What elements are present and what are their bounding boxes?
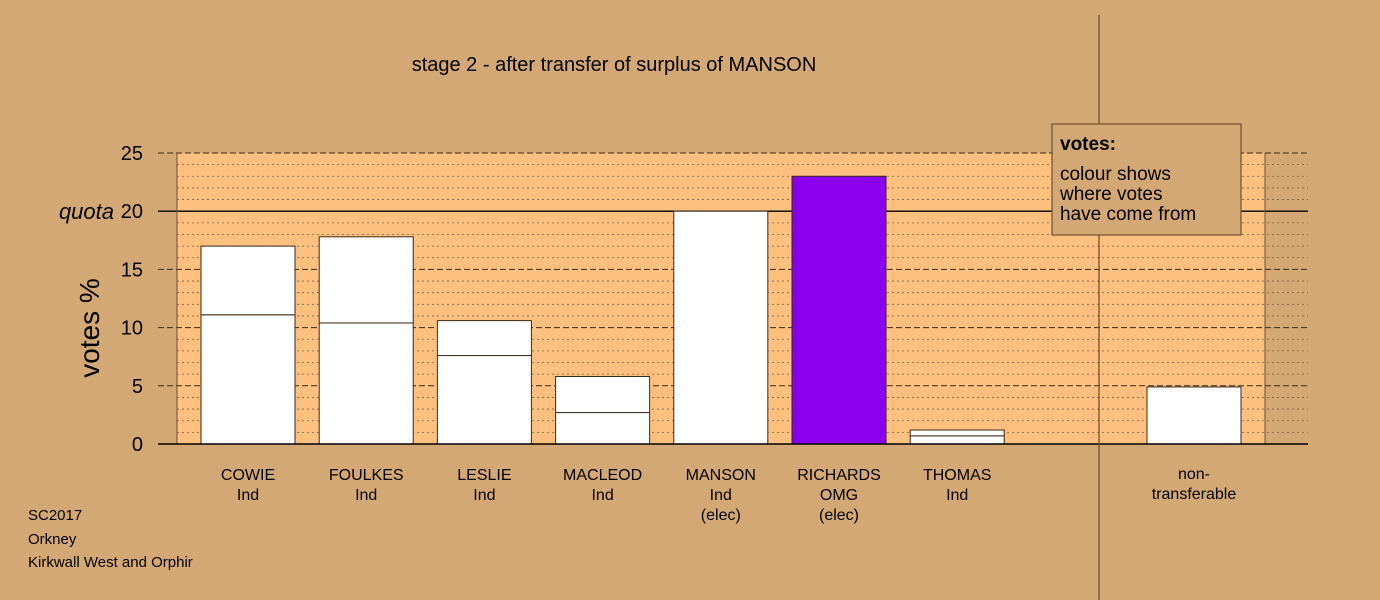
y-tick-label: 25 <box>121 143 143 165</box>
axes-group: 0 5 10 15 20 25 <box>121 143 1308 456</box>
bar-segment-transfer <box>436 320 532 357</box>
bar-segment-first <box>436 355 532 445</box>
candidate-party: Ind <box>237 487 259 504</box>
candidate-party: Ind <box>591 487 613 504</box>
candidate-name: MACLEOD <box>563 467 642 484</box>
bar-segment-transfer <box>200 245 296 316</box>
candidate-name: COWIE <box>221 467 275 484</box>
candidate-name: THOMAS <box>923 467 991 484</box>
footer-ward: Kirkwall West and Orphir <box>28 554 193 571</box>
candidate-party: Ind <box>355 487 377 504</box>
legend-title: votes: <box>1060 134 1116 155</box>
legend-box <box>1051 123 1242 236</box>
non-transferable-bar <box>1146 386 1242 445</box>
bar-segment-first <box>791 175 887 445</box>
category-labels: COWIE Ind FOULKES Ind LESLIE Ind MACLEOD Ind MAN… <box>221 467 992 524</box>
candidate-name: RICHARDS <box>797 467 881 484</box>
candidate-name: MANSON <box>686 467 756 484</box>
legend-line-1: colour shows <box>1060 164 1171 185</box>
bar-segment-first <box>909 435 1005 445</box>
candidate-name: FOULKES <box>329 467 404 484</box>
candidate-party: Ind <box>710 487 732 504</box>
footer-election: SC2017 <box>28 507 82 524</box>
y-tick-label: 10 <box>121 318 143 340</box>
legend-line-3: have come from <box>1060 204 1196 225</box>
candidate-party: Ind <box>473 487 495 504</box>
legend-line-2: where votes <box>1059 184 1162 205</box>
chart-title: stage 2 - after transfer of surplus of M… <box>412 54 817 76</box>
non-transferable-label-1: non- <box>1178 466 1210 483</box>
bar-segment-transfer <box>555 375 651 414</box>
bar-segment-first <box>555 412 651 445</box>
bar-segment-transfer <box>318 236 414 324</box>
candidate-name: LESLIE <box>457 467 511 484</box>
y-tick-label: 5 <box>132 376 143 398</box>
bar-segment-transfer <box>909 429 1005 437</box>
candidate-party: OMG <box>820 487 858 504</box>
legend: votes: colour shows where votes have com… <box>1051 123 1242 236</box>
non-transferable-label-2: transferable <box>1152 486 1237 503</box>
bar-segment-first <box>318 322 414 445</box>
y-tick-label: 20 <box>121 201 143 223</box>
candidate-status: (elec) <box>701 507 741 524</box>
footer-council: Orkney <box>28 531 77 548</box>
candidate-party: Ind <box>946 487 968 504</box>
bars-group <box>200 175 1242 445</box>
y-tick-label: 0 <box>132 434 143 456</box>
bar-segment-first <box>200 314 296 445</box>
y-axis-label: votes % <box>74 278 105 378</box>
quota-label: quota <box>59 199 114 224</box>
candidate-status: (elec) <box>819 507 859 524</box>
y-tick-label: 15 <box>121 259 143 281</box>
bar-segment-first <box>673 210 769 445</box>
